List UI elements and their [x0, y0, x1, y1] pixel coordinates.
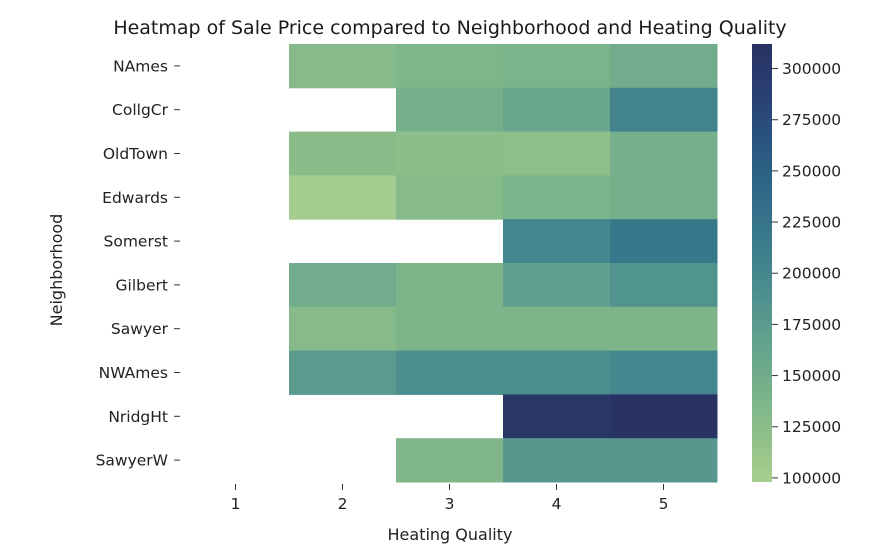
colorbar	[752, 44, 772, 482]
y-tick-label: Somerst	[104, 233, 168, 251]
heatmap-cell	[503, 350, 611, 395]
colorbar-tick-label: 225000	[782, 214, 841, 232]
x-tick-label: 5	[659, 495, 669, 513]
heatmap-cell	[610, 263, 718, 308]
heatmap-cell	[289, 44, 397, 89]
heatmap-cell	[610, 175, 718, 220]
heatmap-cell	[289, 350, 397, 395]
chart-title: Heatmap of Sale Price compared to Neighb…	[113, 17, 786, 39]
colorbar-tick-label: 200000	[782, 265, 841, 283]
heatmap-cell	[503, 44, 611, 89]
heatmap-cell	[610, 350, 718, 395]
y-tick-label: SawyerW	[96, 452, 168, 470]
heatmap-cell	[610, 219, 718, 264]
y-tick-label: Edwards	[102, 189, 168, 207]
colorbar-tick-label: 175000	[782, 316, 841, 334]
heatmap-cell	[610, 394, 718, 439]
heatmap-cell	[503, 175, 611, 220]
heatmap-cell	[610, 438, 718, 483]
x-tick-label: 3	[445, 495, 455, 513]
colorbar-ticks: 100000 125000 150000 175000 200000 225000 2500…	[772, 60, 841, 487]
y-tick-label: CollgCr	[112, 101, 169, 119]
colorbar-tick-label: 250000	[782, 162, 841, 180]
x-axis-label: Heating Quality	[388, 525, 513, 544]
x-tick-label: 4	[552, 495, 562, 513]
heatmap-cell	[396, 175, 504, 220]
x-axis-ticks: 1 2 3 4 5	[231, 484, 669, 513]
colorbar-tick-label: 275000	[782, 111, 841, 129]
heatmap-cell	[289, 131, 397, 176]
y-tick-label: Sawyer	[111, 320, 169, 338]
heatmap-cell	[610, 44, 718, 89]
heatmap-cell	[610, 87, 718, 133]
heatmap-cell	[503, 394, 611, 439]
y-axis-ticks: NAmes CollgCr OldTown Edwards Somerst Gilbert…	[96, 57, 180, 470]
heatmap-cell	[503, 306, 611, 352]
heatmap-cell	[396, 131, 504, 176]
heatmap-cell	[396, 350, 504, 395]
y-tick-label: NAmes	[113, 57, 168, 75]
x-tick-label: 1	[231, 495, 241, 513]
heatmap-cell	[289, 306, 397, 352]
colorbar-tick-label: 300000	[782, 60, 841, 78]
y-tick-label: Gilbert	[116, 276, 168, 294]
heatmap-cell	[396, 87, 504, 133]
y-tick-label: OldTown	[103, 145, 168, 163]
heatmap-cell	[503, 263, 611, 308]
colorbar-tick-label: 100000	[782, 469, 841, 487]
y-tick-label: NridgHt	[108, 408, 168, 426]
heatmap-cell	[610, 131, 718, 176]
heatmap-cell	[289, 263, 397, 308]
heatmap-cells	[289, 44, 718, 483]
y-tick-label: NWAmes	[99, 364, 168, 382]
heatmap-cell	[503, 87, 611, 133]
x-tick-label: 2	[338, 495, 348, 513]
heatmap-cell	[610, 306, 718, 352]
colorbar-tick-label: 150000	[782, 367, 841, 385]
heatmap-cell	[289, 175, 397, 220]
heatmap-cell	[503, 438, 611, 483]
heatmap-cell	[503, 219, 611, 264]
heatmap-cell	[396, 44, 504, 89]
heatmap-cell	[396, 438, 504, 483]
heatmap-cell	[503, 131, 611, 176]
y-axis-label: Neighborhood	[47, 214, 66, 327]
heatmap-cell	[396, 306, 504, 352]
colorbar-tick-label: 125000	[782, 418, 841, 436]
heatmap-cell	[396, 263, 504, 308]
